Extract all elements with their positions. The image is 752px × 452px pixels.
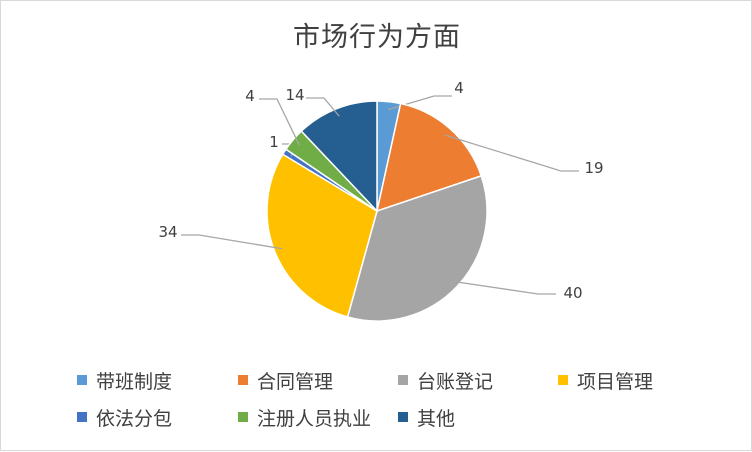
legend-item-7: 其他 xyxy=(398,404,455,430)
legend-swatch xyxy=(238,375,248,385)
legend-label: 其他 xyxy=(417,407,456,430)
leader-line-2 xyxy=(444,134,579,172)
chart-title: 市场行为方面 xyxy=(293,22,461,53)
legend-item-4: 项目管理 xyxy=(558,367,653,393)
legend-label: 注册人员执业 xyxy=(257,407,372,430)
legend-swatch xyxy=(238,412,248,422)
data-label-2: 19 xyxy=(584,159,603,177)
legend-label: 带班制度 xyxy=(96,370,173,393)
data-label-5: 1 xyxy=(269,133,279,151)
legend-swatch xyxy=(77,412,87,422)
legend-item-3: 台账登记 xyxy=(398,367,493,393)
data-label-6: 4 xyxy=(245,87,255,105)
leader-line-4 xyxy=(181,234,283,250)
legend-swatch xyxy=(77,375,87,385)
legend-item-1: 带班制度 xyxy=(77,367,172,393)
legend-label: 台账登记 xyxy=(417,370,494,393)
legend-item-2: 合同管理 xyxy=(238,367,333,393)
leader-line-6 xyxy=(259,98,300,146)
legend-item-5: 依法分包 xyxy=(77,404,172,430)
legend-label: 依法分包 xyxy=(96,407,173,430)
data-label-7: 14 xyxy=(285,86,304,104)
legend-swatch xyxy=(398,375,408,385)
data-label-3: 40 xyxy=(563,284,582,302)
data-label-1: 4 xyxy=(454,79,464,97)
legend-item-6: 注册人员执业 xyxy=(238,404,371,430)
leader-line-3 xyxy=(450,280,556,295)
leader-line-7 xyxy=(306,97,340,117)
legend-label: 项目管理 xyxy=(577,370,654,393)
legend-swatch xyxy=(398,412,408,422)
legend-label: 合同管理 xyxy=(257,370,334,393)
pie-slice-7 xyxy=(300,100,378,213)
legend-swatch xyxy=(558,375,568,385)
pie-slice-3 xyxy=(346,174,488,322)
data-label-4: 34 xyxy=(158,223,177,241)
